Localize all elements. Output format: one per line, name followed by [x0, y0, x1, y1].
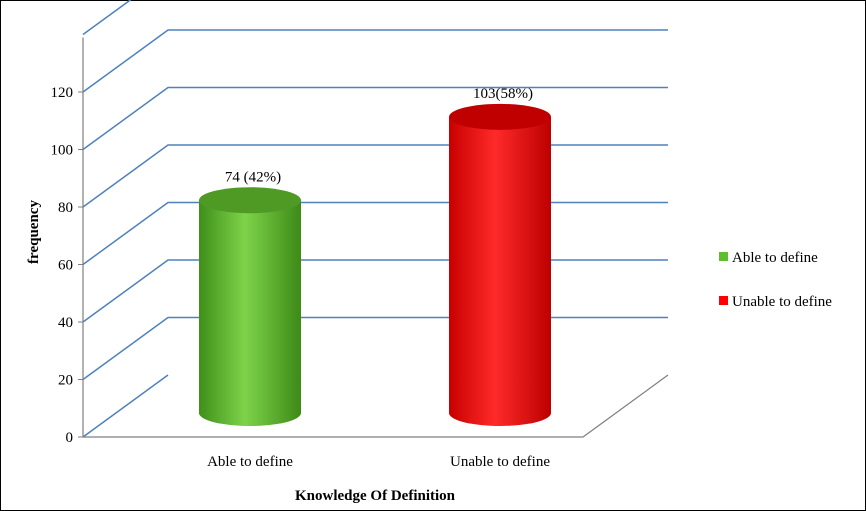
- bar-body: [449, 116, 551, 426]
- bar-unable-to-define: [449, 103, 551, 426]
- bar-able-to-define: [199, 187, 301, 426]
- floor-depth-line: [82, 374, 169, 438]
- y-tick-label: 100: [51, 143, 74, 159]
- gridline: [82, 29, 668, 93]
- gridline: [82, 201, 668, 266]
- gridline: [82, 144, 668, 208]
- gridline: [82, 0, 132, 36]
- legend-label-able: Able to define: [732, 250, 818, 266]
- y-tick-label: 40: [58, 315, 73, 331]
- x-axis-title: Knowledge Of Definition: [295, 488, 456, 504]
- gridline: [82, 316, 668, 381]
- gridline: [82, 86, 668, 151]
- gridlines: [82, 0, 668, 381]
- y-tick-label: 80: [58, 200, 73, 216]
- legend: Able to define Unable to define: [719, 250, 832, 310]
- bar-top: [449, 103, 551, 130]
- x-tick-label: Able to define: [207, 454, 293, 470]
- legend-swatch-unable: [719, 296, 728, 305]
- legend-swatch-able: [719, 252, 728, 261]
- bar-top: [199, 187, 301, 214]
- y-tick-label: 60: [58, 258, 73, 274]
- y-tick-label: 20: [58, 373, 73, 389]
- data-label: 103(58%): [473, 86, 533, 102]
- x-tick-label: Unable to define: [450, 454, 550, 470]
- bar-body: [199, 200, 301, 426]
- bars: 74 (42%) 103(58%): [199, 86, 551, 426]
- y-tick-label: 0: [66, 430, 74, 446]
- gridline: [82, 259, 668, 323]
- y-axis-title: frequency: [26, 200, 42, 264]
- y-tick-label: 120: [51, 85, 74, 101]
- axes: 0 20 40 60 80 100 120 Able to define Unable to d…: [51, 37, 669, 470]
- data-label: 74 (42%): [225, 169, 281, 185]
- legend-label-unable: Unable to define: [732, 294, 832, 310]
- floor-edge: [83, 374, 669, 438]
